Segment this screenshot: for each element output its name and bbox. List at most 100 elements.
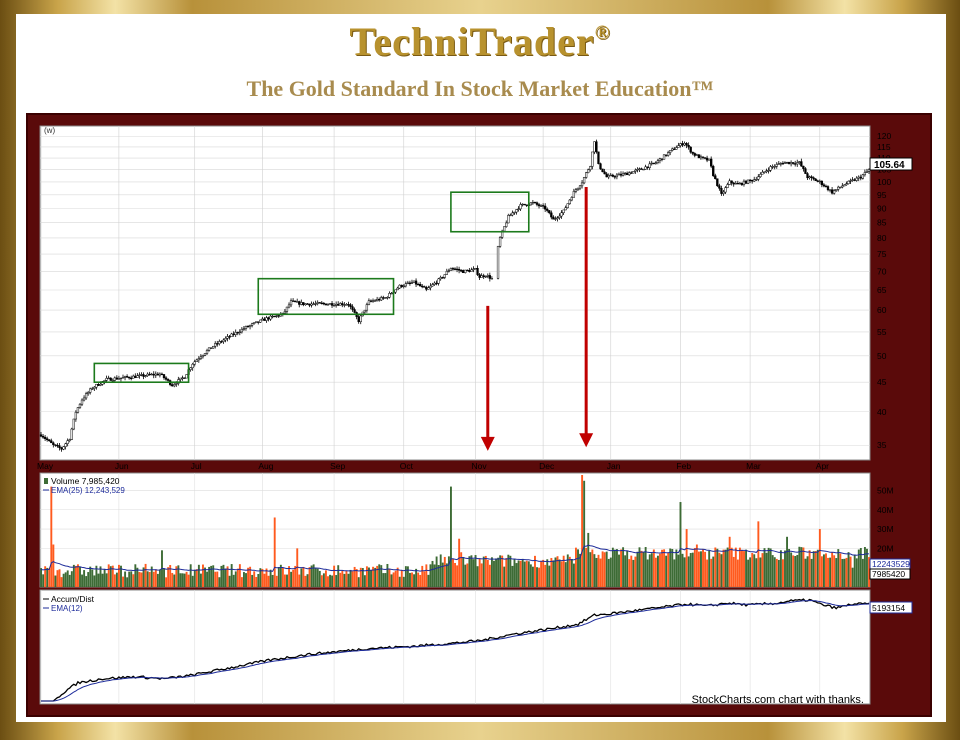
volume-bar <box>808 550 811 587</box>
volume-bar <box>527 561 530 587</box>
price-candle-body <box>664 154 668 156</box>
volume-bar <box>546 559 549 587</box>
price-candle-body <box>675 147 678 150</box>
price-candle-body <box>380 297 383 301</box>
volume-bar <box>566 554 569 587</box>
price-candle-body <box>712 166 715 176</box>
price-candle-body <box>726 184 729 188</box>
volume-bar <box>136 567 139 587</box>
price-candle-body <box>183 377 186 379</box>
volume-bar <box>329 574 331 587</box>
volume-bar <box>300 568 303 587</box>
volume-bar <box>294 565 297 587</box>
volume-bar <box>288 566 290 587</box>
volume-bar <box>191 575 194 587</box>
price-candle-body <box>306 303 309 305</box>
annotation-arrow-head <box>579 433 594 448</box>
price-candle-body <box>398 284 401 289</box>
price-candle-body <box>548 210 551 214</box>
price-candle-body <box>683 143 686 146</box>
price-candle-body <box>443 274 446 278</box>
volume-bar <box>115 572 118 587</box>
volume-bar <box>825 553 827 587</box>
volume-bar <box>400 570 403 587</box>
price-candle-body <box>330 303 334 306</box>
volume-bar <box>630 555 633 587</box>
stock-chart: 3540455055606570758085909510010511011512… <box>37 125 913 706</box>
volume-bar <box>181 573 184 587</box>
volume-bar <box>68 574 71 587</box>
month-label: Jun <box>115 461 129 471</box>
volume-bar <box>214 571 217 587</box>
volume-bar <box>77 564 79 587</box>
price-candle-body <box>576 187 580 191</box>
price-candle-body <box>103 380 106 382</box>
price-candle-body <box>236 332 239 334</box>
price-candle-body <box>451 268 455 270</box>
price-candle-body <box>394 289 397 293</box>
volume-bar <box>290 571 293 587</box>
volume-bar <box>515 563 518 587</box>
price-tick-label: 90 <box>877 203 887 213</box>
volume-bar <box>687 556 690 587</box>
price-candle-body <box>365 304 369 311</box>
price-candle-body <box>744 180 748 184</box>
volume-bar <box>226 566 229 587</box>
accum-dist-ema-line <box>41 599 870 702</box>
price-candle-body <box>509 214 512 217</box>
price-candle-body <box>636 169 639 171</box>
price-candle-body <box>718 185 721 189</box>
volume-bar <box>827 557 829 587</box>
volume-bar <box>113 574 116 587</box>
price-candle-body <box>689 146 692 153</box>
volume-bar <box>784 550 786 587</box>
price-candle-body <box>173 384 176 387</box>
volume-bar <box>296 548 299 587</box>
price-candle-body <box>54 444 57 446</box>
price-candle-body <box>265 317 268 321</box>
price-candle-body <box>146 373 149 377</box>
volume-bar <box>118 564 120 587</box>
volume-bar <box>771 555 774 587</box>
price-candle-body <box>625 172 629 176</box>
volume-bar <box>415 568 418 587</box>
price-candle-body <box>707 158 711 161</box>
volume-bar <box>417 572 420 587</box>
month-label: Jul <box>191 461 202 471</box>
volume-bar <box>495 558 497 587</box>
volume-tick-label: 30M <box>877 524 894 534</box>
price-candle-body <box>193 361 196 365</box>
volume-bar <box>464 564 467 587</box>
price-candle-body <box>464 269 467 274</box>
price-candle-body <box>312 303 315 305</box>
volume-bar <box>46 567 49 587</box>
volume-bar <box>624 555 627 587</box>
price-candle-body <box>628 172 631 176</box>
volume-bar <box>482 556 485 587</box>
volume-bar <box>597 554 600 587</box>
price-candle-body <box>820 180 823 186</box>
price-candle-body <box>271 315 274 318</box>
volume-bar <box>659 553 661 587</box>
price-candle-body <box>64 443 67 447</box>
price-candle-body <box>589 166 592 170</box>
registered-mark: ® <box>594 22 611 44</box>
volume-bar <box>511 565 514 587</box>
price-candle-body <box>388 293 391 298</box>
price-candle-body <box>95 384 98 388</box>
price-candle-body <box>802 165 805 169</box>
volume-bar <box>786 536 788 587</box>
price-candle-body <box>41 435 45 438</box>
volume-bar <box>554 557 557 587</box>
volume-bar <box>478 558 481 587</box>
volume-bar <box>72 564 75 587</box>
price-candle-body <box>511 212 514 216</box>
price-candle-body <box>337 303 340 306</box>
price-candle-body <box>759 173 762 178</box>
price-candle-body <box>421 285 424 288</box>
volume-bar <box>507 554 510 587</box>
volume-bar <box>259 568 262 587</box>
volume-bar <box>577 549 579 587</box>
price-candle-body <box>701 156 705 158</box>
price-candle-body <box>437 278 440 284</box>
